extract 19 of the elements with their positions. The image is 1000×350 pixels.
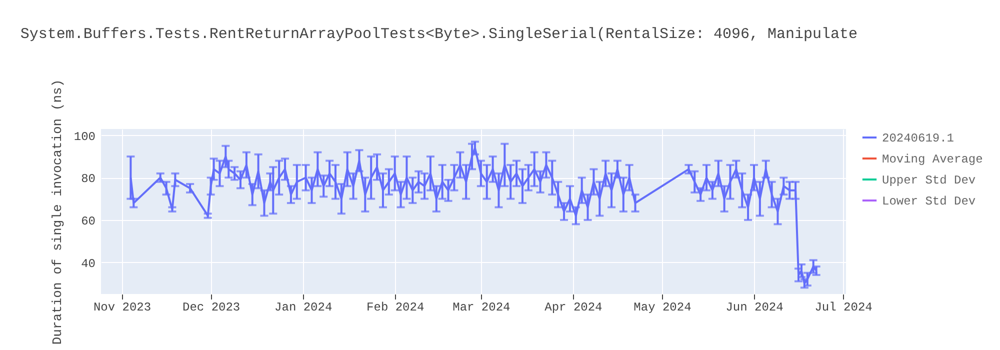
x-tick-label: Jun 2024 xyxy=(726,300,784,314)
y-tick-label: 100 xyxy=(74,130,96,144)
x-tick-label: Jul 2024 xyxy=(814,300,872,314)
x-tick-label: Nov 2023 xyxy=(93,300,152,314)
x-tick-label: Feb 2024 xyxy=(366,300,424,314)
legend-label: Upper Std Dev xyxy=(882,174,976,188)
x-tick-label: May 2024 xyxy=(634,300,692,314)
y-axis-title: Duration of single invocation (ns) xyxy=(50,79,65,345)
chart-title: System.Buffers.Tests.RentReturnArrayPoolTests<Byte>.SingleSerial(RentalSize: 4096, Manipulate xyxy=(20,26,858,43)
x-tick-label: Dec 2023 xyxy=(182,300,240,314)
x-tick-label: Jan 2024 xyxy=(274,300,332,314)
y-tick-label: 60 xyxy=(81,214,96,228)
legend-label: 20240619.1 xyxy=(882,132,954,146)
y-tick-label: 40 xyxy=(81,256,96,271)
x-tick-label: Mar 2024 xyxy=(452,300,510,314)
y-tick-label: 80 xyxy=(81,172,96,186)
legend-label: Lower Std Dev xyxy=(882,194,976,208)
x-tick-label: Apr 2024 xyxy=(544,300,602,314)
legend-label: Moving Average xyxy=(882,152,983,166)
